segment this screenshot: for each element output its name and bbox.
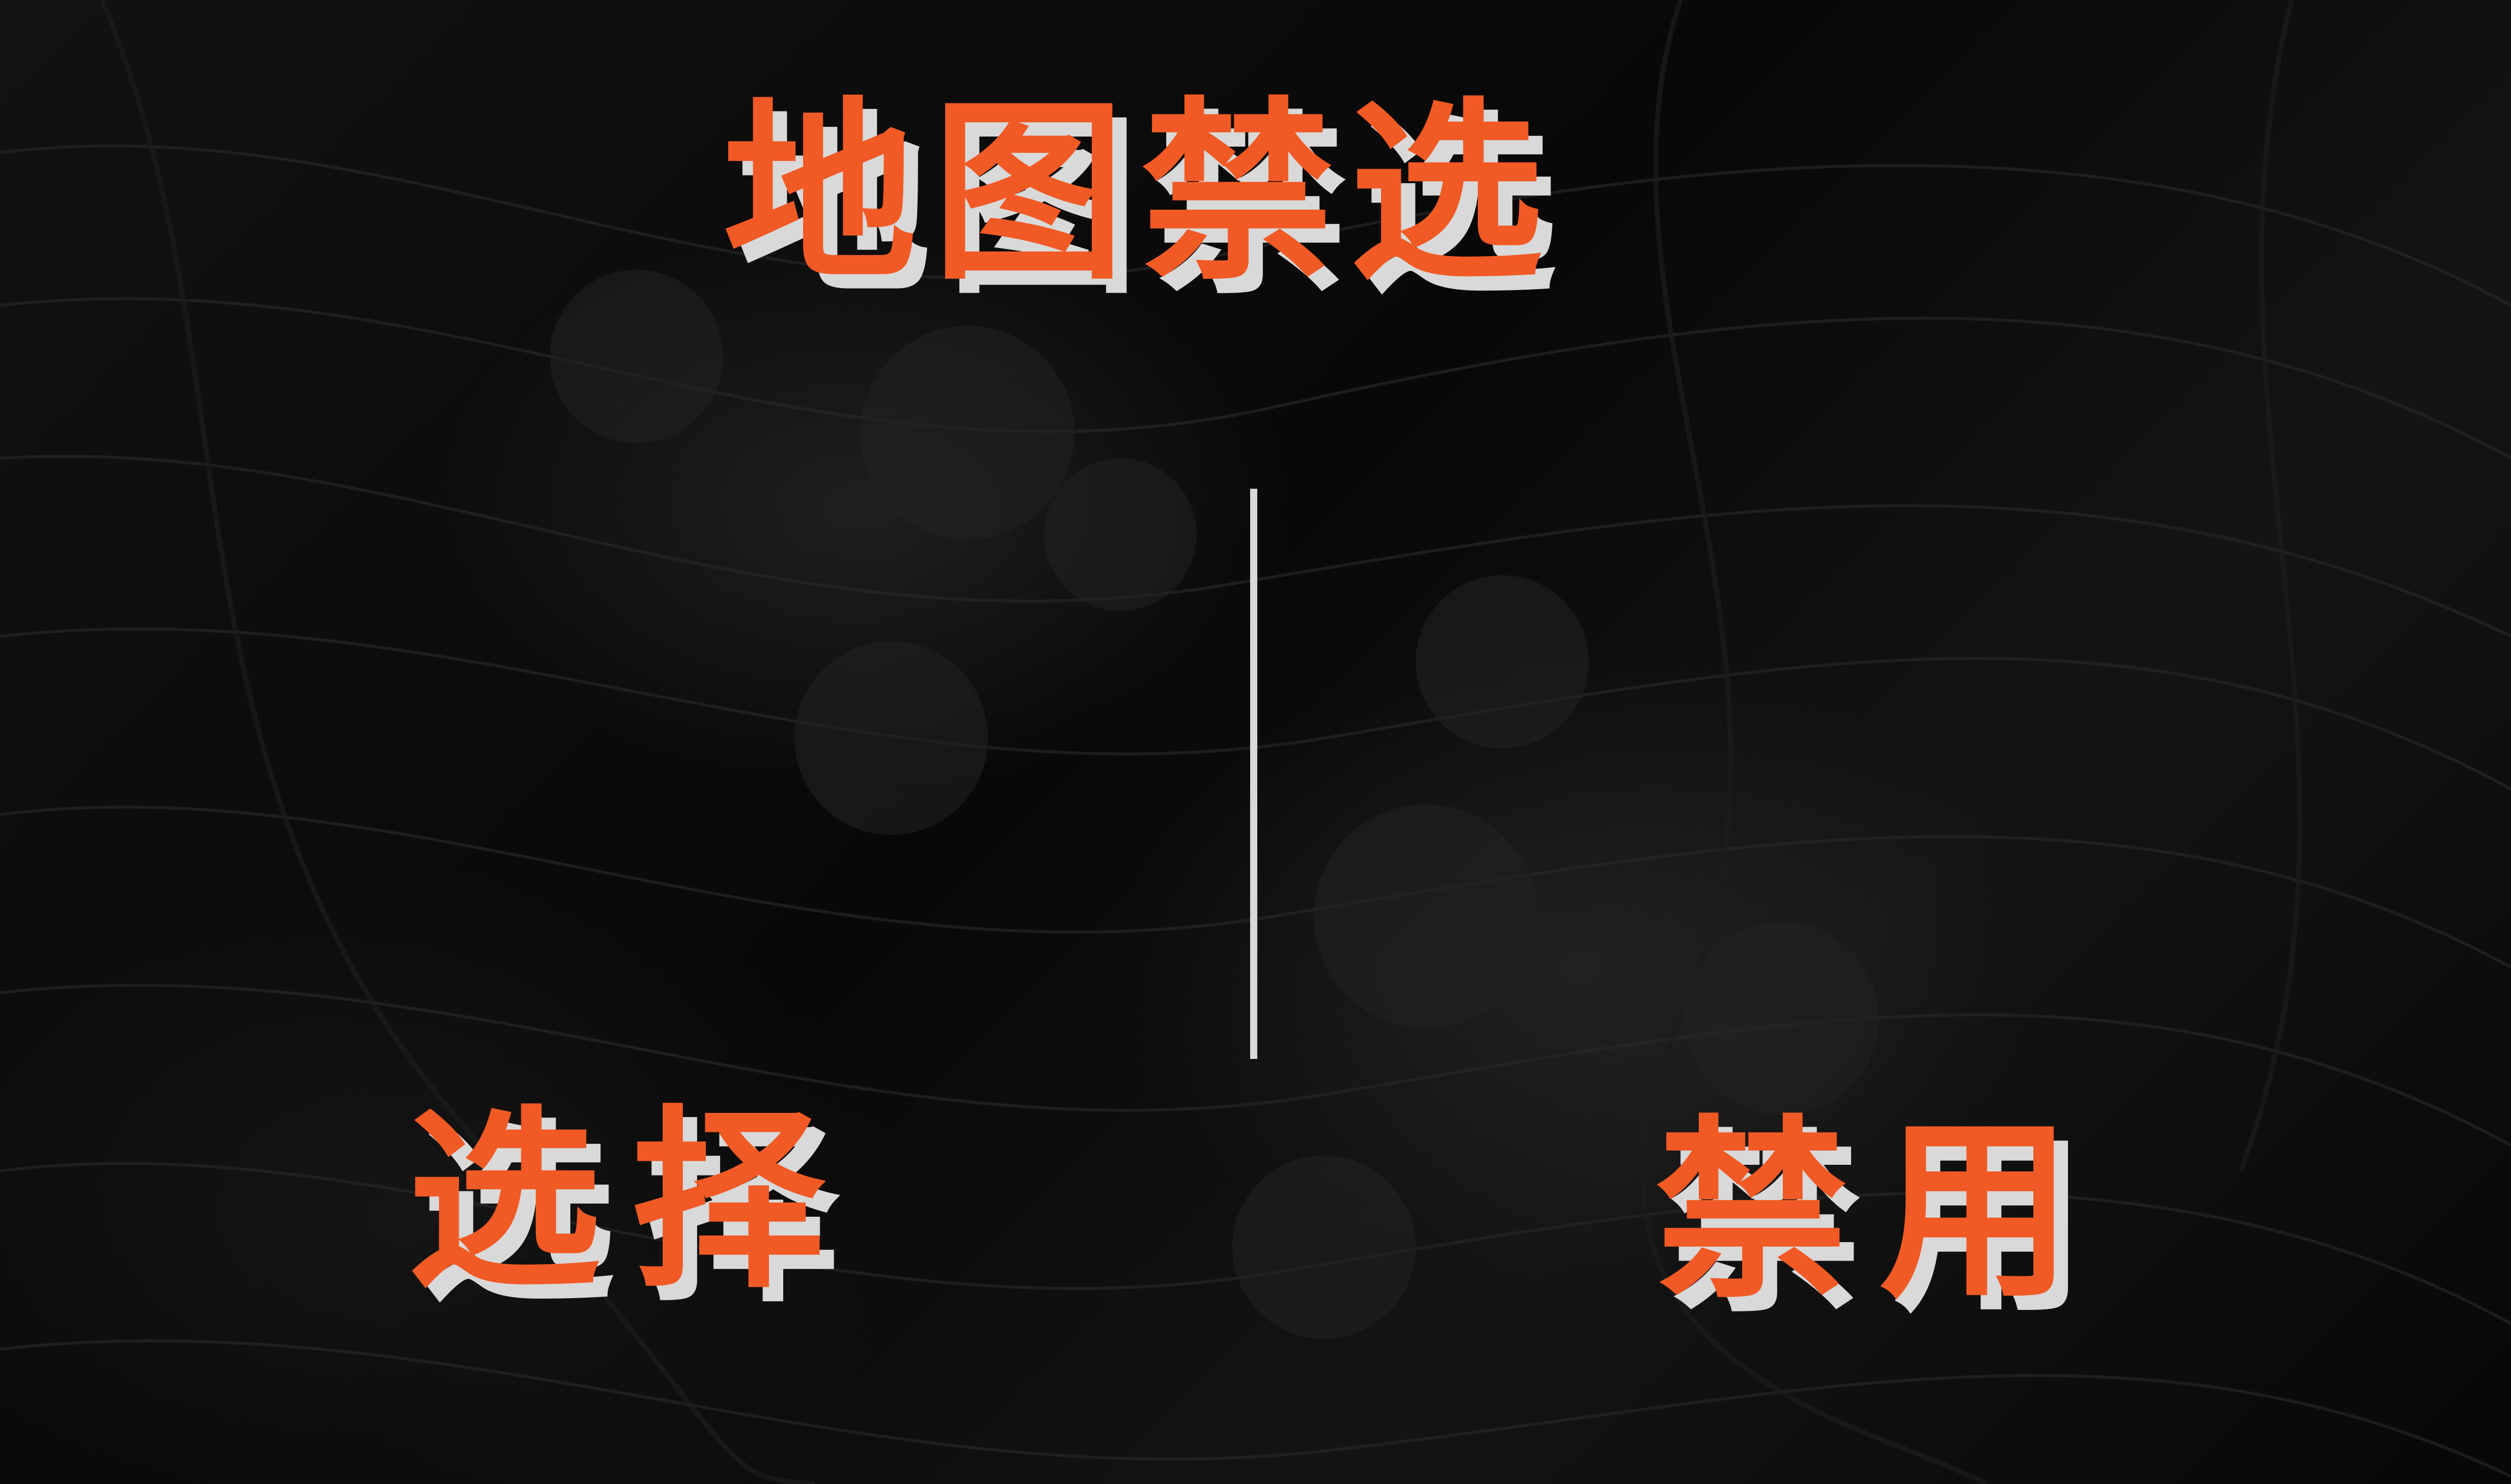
select-button[interactable]: 选择 (407, 1088, 856, 1314)
ban-button[interactable]: 禁用 (1655, 1099, 2103, 1324)
page-title: 地图禁选 (723, 80, 1558, 306)
center-divider (1250, 489, 1257, 1059)
